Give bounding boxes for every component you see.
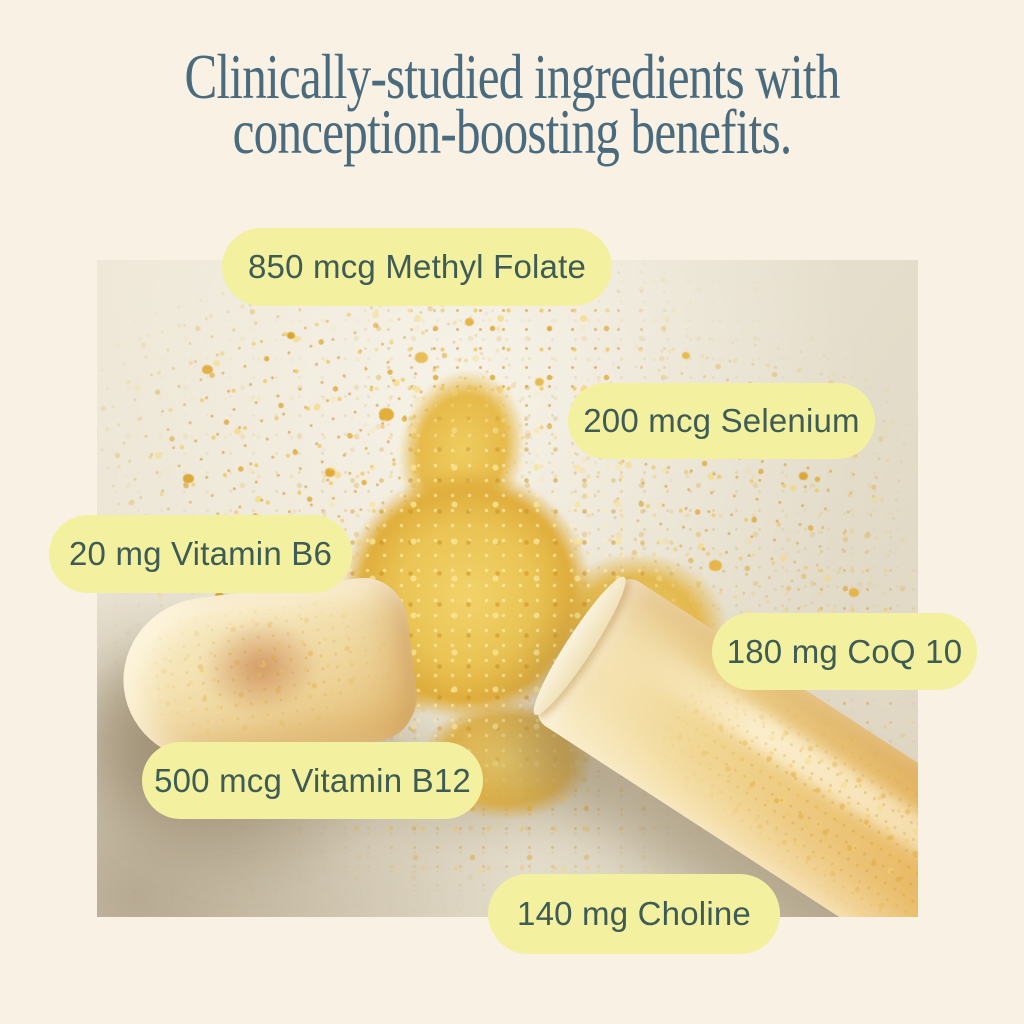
- ingredient-badge-label: 850 mcg Methyl Folate: [247, 248, 587, 285]
- capsule-cap-smudge: [194, 611, 326, 722]
- ingredient-badge-label: 140 mg Choline: [517, 895, 751, 932]
- ingredient-badge-label: 180 mg CoQ 10: [726, 632, 963, 670]
- ingredient-badge-label: 200 mcg Selenium: [583, 402, 860, 439]
- headline-line-1: Clinically-studied ingredients with: [184, 42, 840, 112]
- page-title: Clinically-studied ingredients with conc…: [113, 42, 912, 167]
- powder-crumb: [287, 332, 295, 339]
- powder-crumb: [183, 474, 194, 484]
- powder-crumb: [682, 352, 690, 359]
- ingredient-badge-label: 500 mcg Vitamin B12: [154, 761, 471, 799]
- ingredient-badge-selenium: 200 mcg Selenium: [568, 383, 875, 459]
- ingredient-badge-choline: 140 mg Choline: [488, 874, 780, 954]
- ingredient-badge-vitamin-b6: 20 mg Vitamin B6: [49, 515, 352, 593]
- powder-crumb: [799, 472, 808, 480]
- ingredient-badge-label: 20 mg Vitamin B6: [68, 535, 333, 572]
- ingredient-badge-coq10: 180 mg CoQ 10: [712, 613, 977, 690]
- headline-line-2: conception-boosting benefits.: [232, 97, 793, 167]
- powder-crumb: [849, 588, 859, 597]
- ingredient-badge-vitamin-b12: 500 mcg Vitamin B12: [142, 742, 483, 819]
- powder-crumb: [465, 318, 474, 326]
- powder-crumb: [202, 365, 213, 375]
- ingredient-badge-methyl-folate: 850 mcg Methyl Folate: [222, 228, 612, 306]
